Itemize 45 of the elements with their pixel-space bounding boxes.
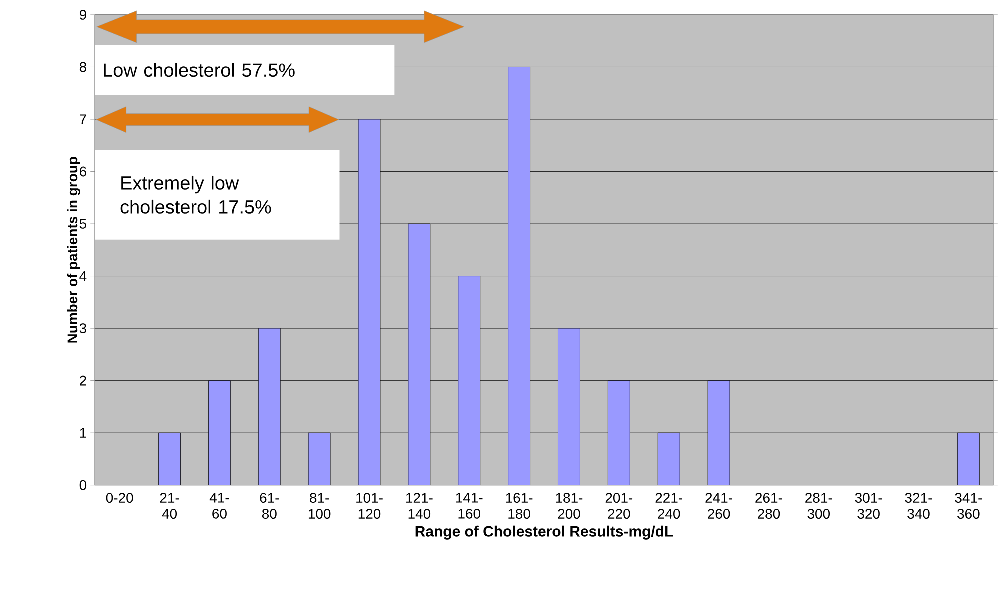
x-tick-label: 221-240 <box>656 493 682 519</box>
bar <box>358 119 381 486</box>
y-tick-label: 0 <box>80 480 87 490</box>
x-tick-label: 141-160 <box>456 493 483 519</box>
x-tick-label: 21-40 <box>160 493 180 519</box>
x-tick-label: 201-220 <box>606 493 633 519</box>
y-tick-label: 5 <box>80 219 86 229</box>
x-tick-label: 181-200 <box>556 493 583 519</box>
y-axis-title: Number of patients in group <box>67 157 80 343</box>
x-tick-label: 161-180 <box>506 493 533 519</box>
x-tick-label: 241-260 <box>706 493 732 519</box>
annotation: Low cholesterol 57.5% <box>104 63 295 77</box>
y-tick-label: 8 <box>80 62 86 72</box>
x-tick-label: 301-320 <box>855 493 882 519</box>
x-tick-label: 341-360 <box>955 493 982 519</box>
bar <box>208 380 231 486</box>
bar <box>158 432 181 486</box>
x-tick-label: 281-300 <box>806 493 832 519</box>
bar <box>458 276 481 486</box>
bar <box>308 432 331 486</box>
bar <box>658 432 680 486</box>
y-tick-label: 4 <box>80 271 87 281</box>
y-tick-label: 1 <box>80 428 86 438</box>
x-tick-label: 261-280 <box>756 493 782 519</box>
bar <box>558 328 580 486</box>
bar <box>708 380 730 486</box>
x-tick-label: 101-120 <box>356 493 383 519</box>
y-tick-label: 6 <box>80 166 86 177</box>
y-tick-label: 7 <box>80 114 86 124</box>
bar <box>608 380 630 486</box>
x-tick-label: 61-80 <box>260 493 280 519</box>
x-tick-label: 0-20 <box>106 493 134 503</box>
x-tick-label: 121-140 <box>406 493 433 519</box>
bar <box>508 66 530 486</box>
y-tick-label: 2 <box>80 376 86 386</box>
x-tick-label: 41-60 <box>210 493 230 519</box>
y-tick-label: 3 <box>80 323 86 334</box>
annotation: Extremely low cholesterol 17.5% <box>120 176 272 214</box>
x-tick-label: 81-100 <box>308 493 331 519</box>
bar <box>408 224 431 486</box>
bar <box>258 328 281 486</box>
y-tick-label: 9 <box>80 10 86 20</box>
bar <box>957 432 980 486</box>
x-axis-title: Range of Cholesterol Results-mg/dL <box>416 526 674 540</box>
x-tick-label: 321-340 <box>905 493 932 519</box>
